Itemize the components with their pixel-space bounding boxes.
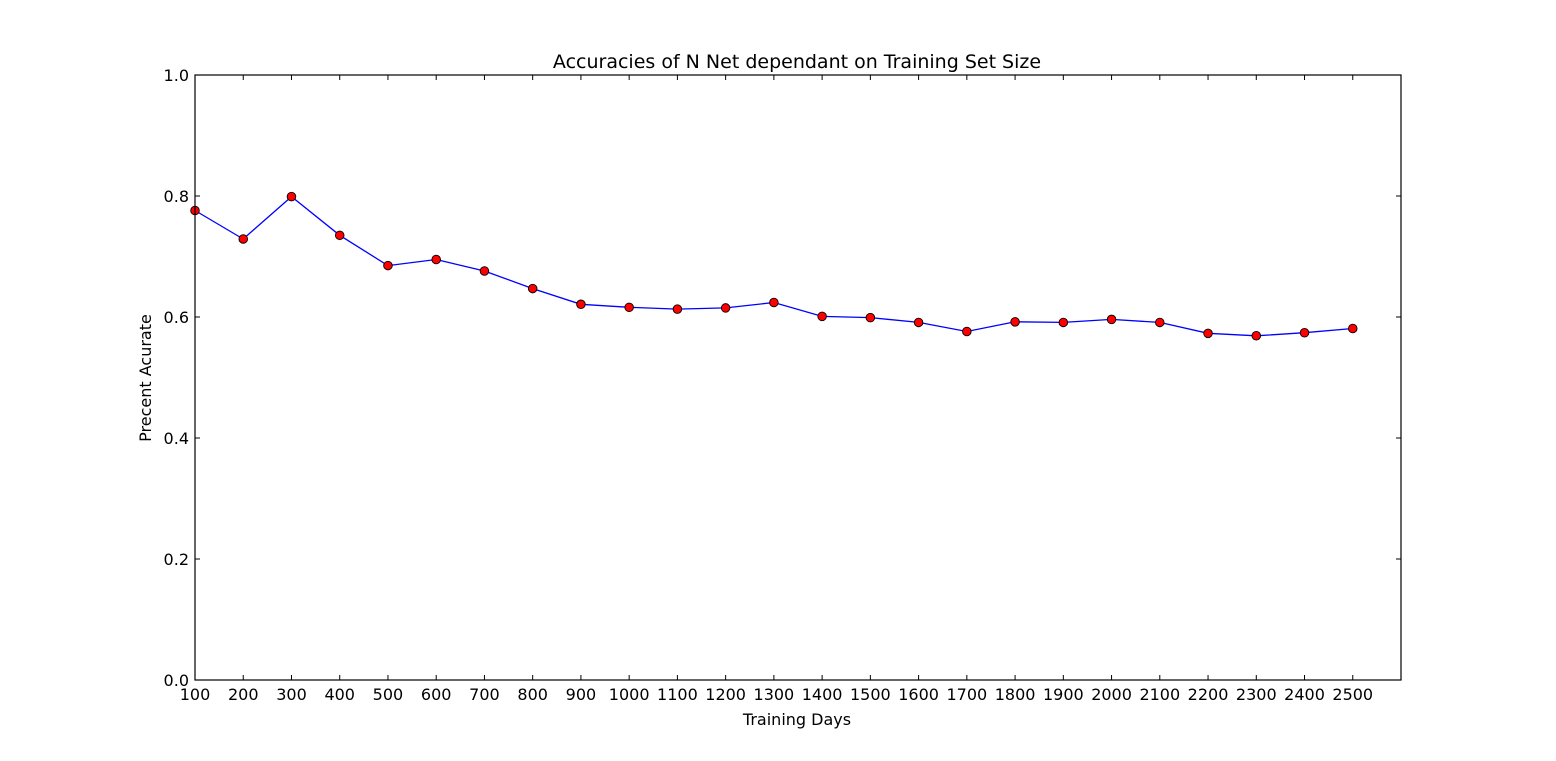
data-point (672, 304, 683, 314)
x-tick-label: 2000 (1091, 685, 1132, 704)
data-point (238, 234, 248, 244)
data-point (624, 302, 634, 313)
plot-frame (194, 74, 1402, 681)
x-tick-label: 2300 (1236, 685, 1277, 704)
y-tick-label: 0.0 (164, 671, 189, 690)
x-tick-label: 1600 (898, 685, 939, 704)
x-tick-label: 1100 (657, 685, 698, 704)
x-tick-label: 1900 (1043, 685, 1084, 704)
x-tick-label: 2500 (1332, 685, 1373, 704)
data-point (1058, 317, 1069, 328)
data-point (527, 283, 538, 294)
y-axis-label: Precent Acurate (136, 314, 155, 442)
x-tick-label: 600 (421, 685, 452, 704)
x-tick-label: 100 (180, 685, 211, 704)
data-point (286, 191, 297, 202)
x-tick-label: 500 (373, 685, 404, 704)
y-tick-label: 0.6 (164, 308, 189, 327)
x-tick-label: 700 (469, 685, 500, 704)
data-point (479, 266, 490, 276)
x-tick-label: 2100 (1139, 685, 1180, 704)
data-point (576, 299, 586, 310)
x-tick-label: 2400 (1284, 685, 1325, 704)
x-tick-label: 1000 (609, 685, 650, 704)
data-point (913, 317, 924, 328)
data-point (1203, 328, 1213, 339)
x-tick-label: 2200 (1188, 685, 1229, 704)
data-point (1155, 317, 1165, 328)
axis-ticks: 100 200 300 400 500 600 700 800 900 1000 1100 1200 1… (164, 66, 1401, 704)
x-tick-label: 200 (228, 685, 259, 704)
data-point (1299, 327, 1310, 338)
y-tick-label: 0.8 (164, 187, 189, 206)
x-axis-label: Training Days (742, 710, 851, 729)
chart-title: Accuracies of N Net dependant on Trainin… (553, 51, 1041, 73)
data-point (769, 297, 779, 308)
x-tick-label: 1400 (802, 685, 843, 704)
x-tick-label: 1800 (995, 685, 1036, 704)
data-point (1106, 314, 1117, 325)
x-tick-label: 800 (517, 685, 548, 704)
data-point (720, 303, 731, 313)
data-point (962, 326, 972, 337)
data-point (383, 260, 393, 271)
data-point (1251, 331, 1262, 341)
x-tick-label: 300 (276, 685, 307, 704)
x-tick-label: 1200 (705, 685, 746, 704)
x-tick-label: 400 (324, 685, 355, 704)
series-layer (190, 191, 1358, 341)
series-line (194, 195, 1353, 337)
data-point (1348, 323, 1358, 334)
x-tick-label: 900 (566, 685, 597, 704)
data-point (865, 312, 876, 323)
data-point (431, 254, 441, 265)
y-tick-label: 0.2 (164, 550, 189, 569)
y-tick-label: 1.0 (164, 66, 189, 85)
x-tick-label: 1500 (850, 685, 891, 704)
data-point (334, 230, 345, 241)
data-point (817, 311, 827, 322)
x-tick-label: 1300 (754, 685, 795, 704)
x-tick-label: 1700 (946, 685, 987, 704)
data-point (1010, 317, 1020, 327)
y-tick-label: 0.4 (164, 429, 189, 448)
